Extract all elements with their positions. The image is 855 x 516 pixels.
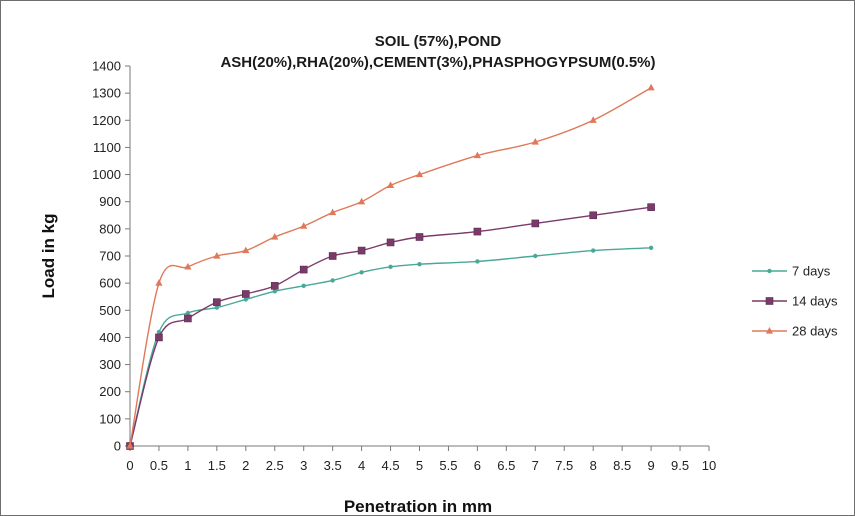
legend-label-14-days: 14 days <box>792 294 838 309</box>
y-tick-label: 300 <box>99 357 121 372</box>
data-point-14-days <box>473 227 482 236</box>
x-tick-label: 5.5 <box>439 458 457 473</box>
data-point-7-days <box>388 264 393 270</box>
y-tick-label: 1100 <box>93 140 121 155</box>
y-tick-label: 200 <box>99 384 121 399</box>
data-point-14-days <box>589 211 598 220</box>
data-point-7-days <box>214 305 220 310</box>
data-point-28-days <box>126 442 134 449</box>
data-point-28-days <box>213 252 221 259</box>
x-tick-label: 8.5 <box>613 458 631 473</box>
x-tick-label: 0.5 <box>150 458 168 473</box>
data-point-28-days <box>531 138 539 145</box>
x-tick-label: 1.5 <box>208 458 226 473</box>
data-point-14-days <box>357 246 366 255</box>
data-point-28-days <box>329 208 337 216</box>
x-tick-label: 2.5 <box>266 458 284 473</box>
x-tick-label: 0 <box>126 458 133 473</box>
y-tick-label: 0 <box>114 439 121 454</box>
data-point-14-days <box>531 219 540 228</box>
data-point-7-days <box>243 297 248 302</box>
x-tick-label: 5 <box>416 458 423 473</box>
data-point-28-days <box>184 262 192 270</box>
x-tick-label: 4.5 <box>382 458 400 473</box>
x-tick-label: 3 <box>300 458 307 473</box>
y-tick-label: 800 <box>99 221 121 236</box>
y-tick-label: 600 <box>99 276 121 291</box>
y-tick-label: 1300 <box>92 86 121 101</box>
y-tick-label: 400 <box>99 330 121 345</box>
legend-marker-7-days <box>767 268 772 274</box>
x-tick-label: 2 <box>242 458 249 473</box>
y-tick-label: 500 <box>99 303 121 318</box>
x-tick-label: 7.5 <box>555 458 573 473</box>
data-point-7-days <box>185 310 191 316</box>
legend-marker-28-days <box>765 327 774 334</box>
data-point-14-days <box>213 298 221 306</box>
data-point-7-days <box>359 270 364 275</box>
x-tick-label: 6.5 <box>497 458 515 473</box>
data-point-14-days <box>270 282 279 290</box>
y-tick-label: 1200 <box>92 113 121 128</box>
data-point-28-days <box>155 279 163 286</box>
y-axis-title: Load in kg <box>39 214 58 299</box>
data-point-14-days <box>415 233 424 241</box>
data-point-7-days <box>591 248 596 253</box>
x-tick-label: 9.5 <box>671 458 689 473</box>
legend-marker-14-days <box>765 297 774 305</box>
legend-label-7-days: 7 days <box>792 264 831 279</box>
x-tick-label: 9 <box>647 458 654 473</box>
legend-label-28-days: 28 days <box>792 324 838 339</box>
data-point-7-days <box>301 283 306 289</box>
x-tick-label: 1 <box>184 458 191 473</box>
data-point-7-days <box>330 278 335 283</box>
x-tick-label: 7 <box>532 458 539 473</box>
data-point-7-days <box>156 329 162 335</box>
data-point-7-days <box>533 253 538 259</box>
data-point-14-days <box>184 314 192 323</box>
legend: 7 days 14 days 28 days <box>752 264 838 339</box>
data-point-28-days <box>589 116 597 123</box>
data-point-14-days <box>647 203 655 211</box>
x-tick-label: 10 <box>702 458 716 473</box>
x-tick-label: 3.5 <box>324 458 342 473</box>
data-point-14-days <box>299 265 308 274</box>
data-point-7-days <box>648 245 654 251</box>
data-point-28-days <box>242 246 250 254</box>
y-tick-label: 100 <box>99 411 121 426</box>
data-point-14-days <box>386 238 395 247</box>
data-point-28-days <box>415 170 424 178</box>
data-point-14-days <box>328 252 337 260</box>
x-tick-label: 8 <box>590 458 597 473</box>
chart-title-line-1: SOIL (57%),POND <box>375 33 502 50</box>
data-point-28-days <box>271 233 279 240</box>
x-tick-label: 4 <box>358 458 365 473</box>
y-tick-label: 700 <box>99 249 121 264</box>
series-line-7-days <box>129 247 652 447</box>
data-point-28-days <box>300 222 308 229</box>
data-point-7-days <box>475 259 480 264</box>
x-tick-label: 6 <box>474 458 481 473</box>
data-point-14-days <box>242 290 250 298</box>
x-axis-title: Penetration in mm <box>344 497 492 516</box>
data-point-28-days <box>358 197 366 205</box>
data-point-28-days <box>386 181 395 189</box>
y-tick-label: 1000 <box>92 167 121 182</box>
data-point-7-days <box>272 289 277 294</box>
data-point-28-days <box>473 151 481 159</box>
data-point-14-days <box>155 333 163 342</box>
data-point-28-days <box>647 83 655 91</box>
plot-area: 0100200300400500600700800900100011001200… <box>92 59 716 474</box>
y-tick-label: 900 <box>99 194 121 209</box>
data-point-7-days <box>417 261 422 267</box>
y-tick-label: 1400 <box>92 59 121 74</box>
chart-title-line-2: ASH(20%),RHA(20%),CEMENT(3%),PHASPHOGYPS… <box>220 54 655 71</box>
